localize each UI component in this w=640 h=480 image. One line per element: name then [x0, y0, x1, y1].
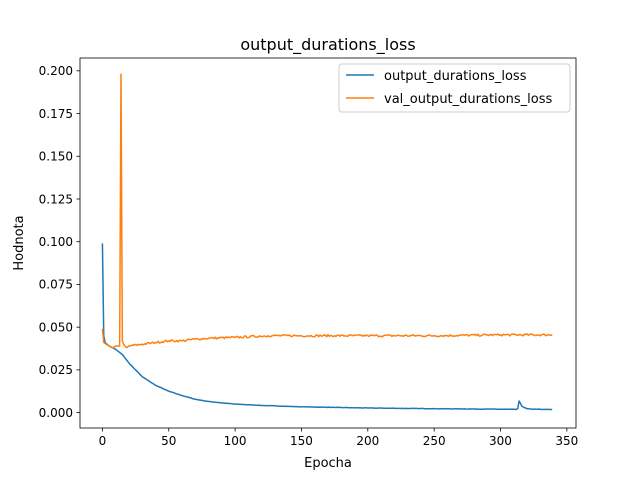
x-tick-label: 300 [489, 434, 512, 448]
x-tick-label: 0 [99, 434, 107, 448]
chart-title: output_durations_loss [240, 35, 415, 55]
x-axis: 0 50 100 150 200 250 300 350 [99, 428, 578, 448]
y-tick-label: 0.000 [39, 406, 73, 420]
y-tick-label: 0.025 [39, 363, 73, 377]
y-tick-label: 0.175 [39, 107, 73, 121]
y-tick-label: 0.200 [39, 64, 73, 78]
x-tick-label: 150 [290, 434, 313, 448]
y-axis: 0.000 0.025 0.050 0.075 0.100 0.125 0.150 0.175… [39, 64, 80, 420]
series-line-val-output-durations-loss [101, 73, 553, 349]
legend-label-output-durations-loss: output_durations_loss [384, 69, 527, 84]
legend-box [338, 63, 571, 113]
x-tick-label: 350 [555, 434, 578, 448]
y-tick-label: 0.050 [39, 320, 73, 334]
y-tick-label: 0.125 [39, 192, 73, 206]
x-axis-label: Epocha [304, 456, 352, 471]
x-tick-label: 250 [423, 434, 446, 448]
y-tick-label: 0.100 [39, 235, 73, 249]
legend-label-val-output-durations-loss: val_output_durations_loss [384, 92, 552, 107]
y-tick-label: 0.150 [39, 150, 73, 164]
plot-frame [79, 57, 577, 429]
x-tick-label: 100 [224, 434, 247, 448]
legend: output_durations_loss val_output_duratio… [338, 63, 571, 113]
y-tick-label: 0.075 [39, 278, 73, 292]
x-tick-label: 50 [161, 434, 176, 448]
y-axis-label: Hodnota [12, 215, 27, 270]
x-tick-label: 200 [356, 434, 379, 448]
series-line-output-durations-loss [101, 243, 553, 411]
series-layer [101, 73, 553, 411]
